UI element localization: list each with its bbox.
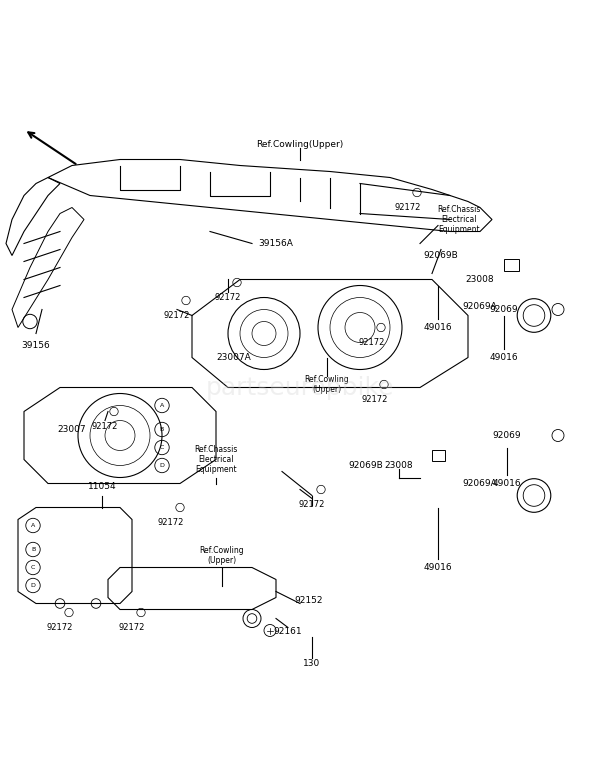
Text: 49016: 49016 bbox=[424, 563, 452, 572]
Text: 92069: 92069 bbox=[493, 431, 521, 440]
Text: 92069: 92069 bbox=[490, 305, 518, 314]
Text: 92172: 92172 bbox=[158, 518, 184, 527]
Bar bbox=[504, 259, 519, 270]
Text: 130: 130 bbox=[304, 659, 320, 668]
Text: 92069A: 92069A bbox=[463, 479, 497, 488]
Text: 49016: 49016 bbox=[493, 479, 521, 488]
Text: 92172: 92172 bbox=[299, 500, 325, 509]
Text: 92172: 92172 bbox=[164, 311, 190, 320]
Text: 92172: 92172 bbox=[362, 395, 388, 404]
Bar bbox=[432, 450, 445, 460]
Text: 23008: 23008 bbox=[385, 461, 413, 470]
Text: C: C bbox=[31, 565, 35, 570]
Text: B: B bbox=[31, 547, 35, 552]
Text: 92069B: 92069B bbox=[424, 251, 458, 260]
Text: 11054: 11054 bbox=[88, 482, 116, 491]
Text: Ref.Cowling
(Upper): Ref.Cowling (Upper) bbox=[200, 546, 244, 565]
Text: 92069B: 92069B bbox=[349, 461, 383, 470]
Text: 92172: 92172 bbox=[92, 422, 118, 431]
Text: A: A bbox=[160, 403, 164, 408]
Text: A: A bbox=[31, 523, 35, 528]
Text: 49016: 49016 bbox=[424, 323, 452, 332]
Text: 92161: 92161 bbox=[274, 627, 302, 636]
Text: 92069A: 92069A bbox=[463, 302, 497, 311]
Text: D: D bbox=[31, 583, 35, 588]
Text: B: B bbox=[160, 427, 164, 432]
Text: 23007: 23007 bbox=[58, 425, 86, 434]
Text: Ref.Cowling
(Upper): Ref.Cowling (Upper) bbox=[305, 375, 349, 394]
Text: partseuropbike: partseuropbike bbox=[206, 376, 394, 399]
Text: 92172: 92172 bbox=[119, 623, 145, 632]
Text: 39156A: 39156A bbox=[259, 239, 293, 248]
Text: 23008: 23008 bbox=[466, 275, 494, 284]
Text: D: D bbox=[160, 463, 164, 468]
Text: Ref.Cowling(Upper): Ref.Cowling(Upper) bbox=[256, 140, 344, 149]
Text: Ref.Chassis
Electrical
Equipment: Ref.Chassis Electrical Equipment bbox=[437, 205, 481, 234]
Text: 49016: 49016 bbox=[490, 353, 518, 362]
Text: Ref.Chassis
Electrical
Equipment: Ref.Chassis Electrical Equipment bbox=[194, 445, 238, 474]
Text: 92172: 92172 bbox=[359, 338, 385, 347]
Text: 23007A: 23007A bbox=[217, 353, 251, 362]
Text: C: C bbox=[160, 445, 164, 450]
Text: 92172: 92172 bbox=[395, 203, 421, 212]
Text: 92152: 92152 bbox=[295, 596, 323, 605]
Text: 92172: 92172 bbox=[215, 293, 241, 302]
Text: 92172: 92172 bbox=[47, 623, 73, 632]
Text: 39156: 39156 bbox=[22, 341, 50, 350]
